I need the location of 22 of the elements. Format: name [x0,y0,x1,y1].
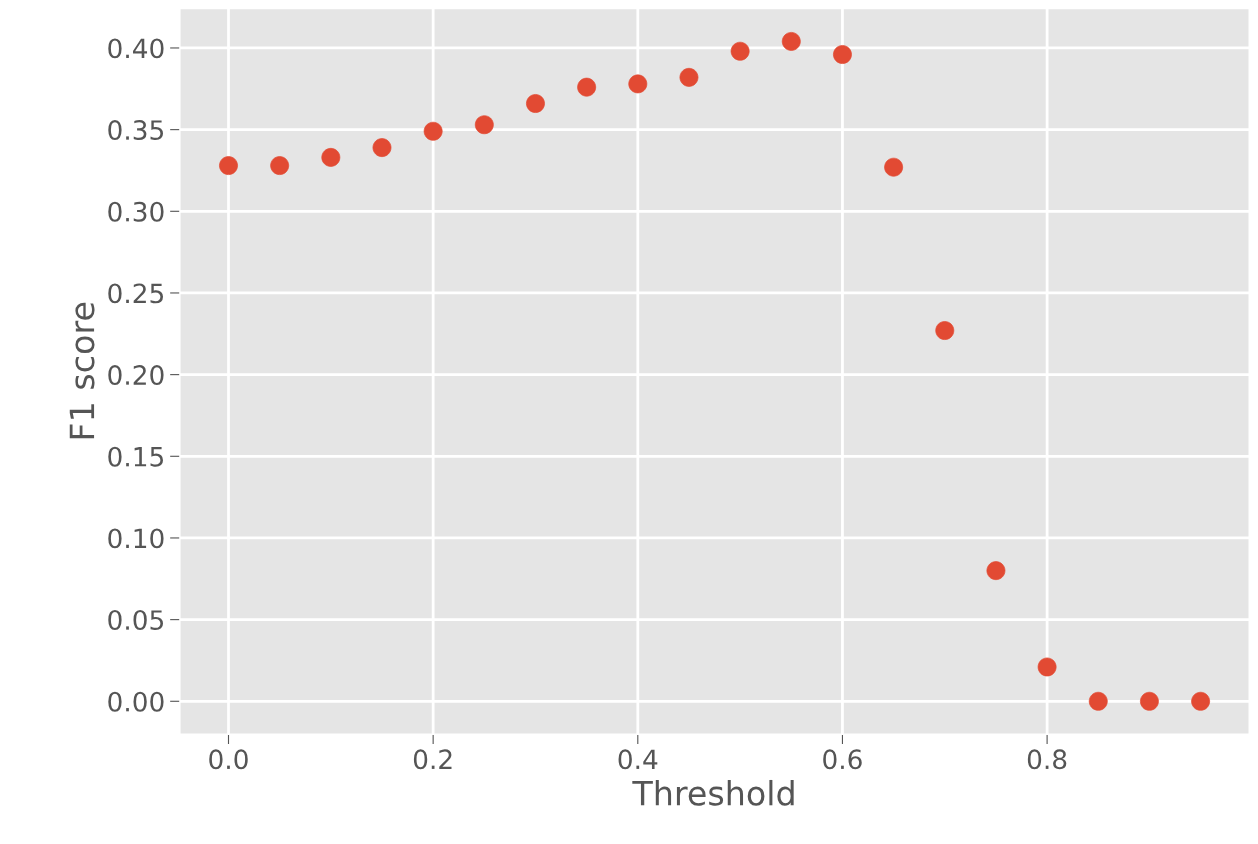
x-tick-label: 0.0 [209,749,248,770]
point [1037,657,1057,677]
point [986,561,1006,581]
x-tick-label: 0.8 [1027,749,1067,770]
y-tick-label: 0.05 [108,610,164,631]
y-tick-label: 0.20 [108,365,164,386]
y-tick-label: 0.10 [108,528,164,549]
x-tick-label: 0.2 [413,749,452,770]
point [372,138,392,157]
x-tick-label: 0.6 [823,749,862,770]
y-axis-title: F1 score [69,302,95,439]
y-tick-label: 0.25 [108,283,164,304]
point [219,156,238,175]
y-tick-label: 0.30 [108,201,164,222]
x-axis-title: Threshold [632,779,794,806]
y-tick-label: 0.00 [108,691,164,712]
x-tick-label: 0.4 [618,749,658,770]
point [730,41,750,61]
point [679,67,699,87]
y-tick-label: 0.40 [108,38,164,59]
y-tick-label: 0.15 [108,446,164,467]
y-tick-label: 0.35 [108,120,164,141]
